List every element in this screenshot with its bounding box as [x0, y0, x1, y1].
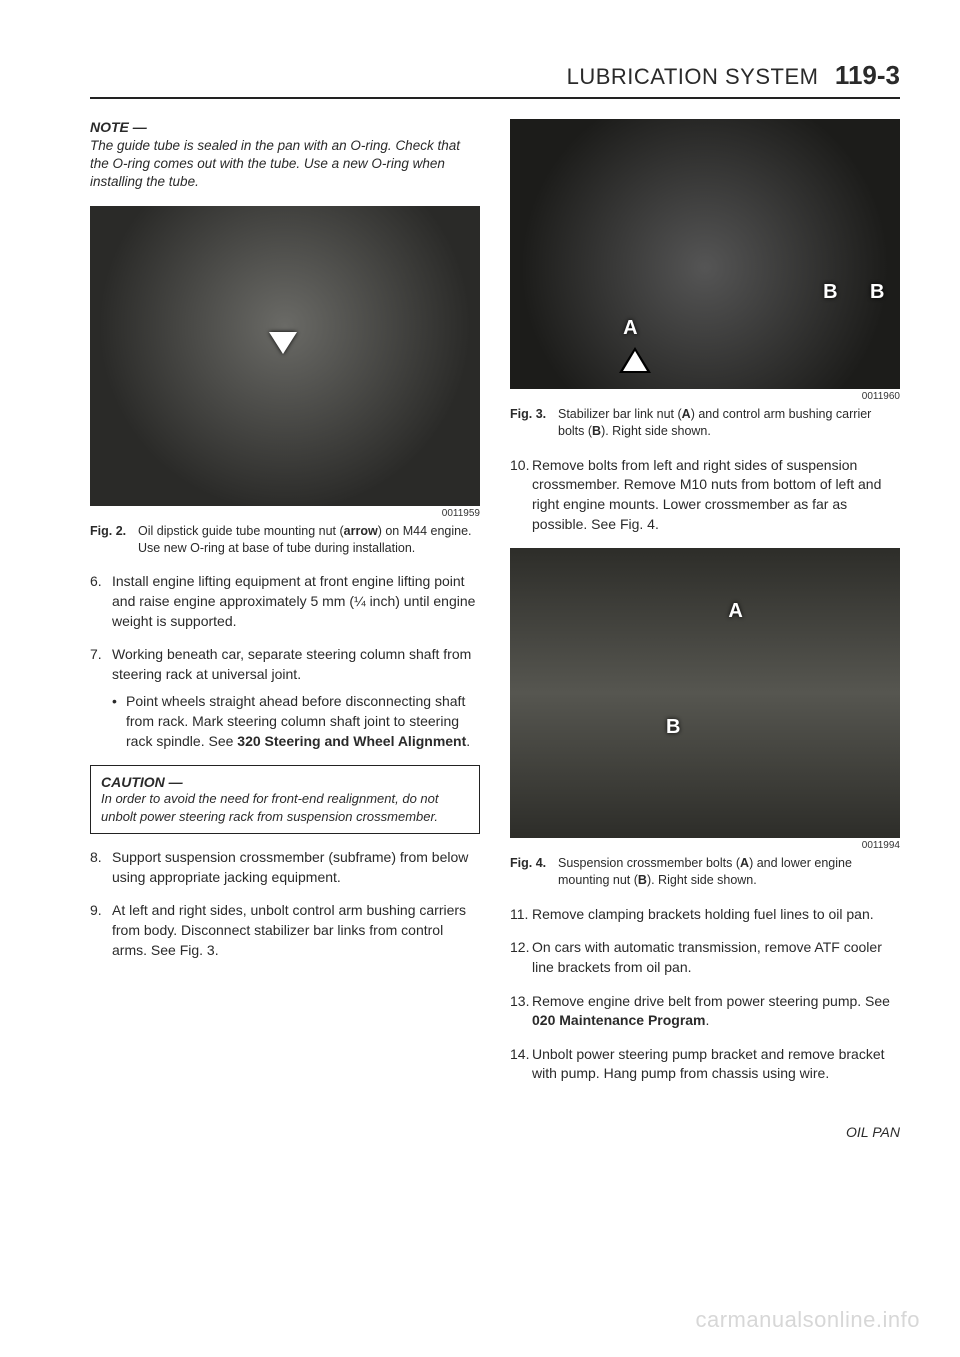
fig3-label-b2: B: [870, 281, 884, 304]
fig3-label-a: A: [623, 317, 637, 340]
fig4-label-a: A: [728, 600, 742, 623]
fig2-id: 0011959: [90, 508, 480, 519]
fig3-id: 0011960: [510, 391, 900, 402]
fig2-photo: [90, 206, 480, 506]
fig3-photo: A B B: [510, 119, 900, 389]
steps-6-7: 6. Install engine lifting equipment at f…: [90, 572, 480, 751]
caution-text: In order to avoid the need for front-end…: [101, 790, 469, 825]
caution-label: CAUTION —: [101, 774, 469, 790]
step-10-list: 10. Remove bolts from left and right sid…: [510, 456, 900, 534]
step-7: 7. Working beneath car, separate steerin…: [90, 645, 480, 751]
caution-box: CAUTION — In order to avoid the need for…: [90, 765, 480, 834]
fig2-caption: Fig. 2. Oil dipstick guide tube mounting…: [90, 523, 480, 557]
steps-8-9: 8. Support suspension crossmember (subfr…: [90, 848, 480, 960]
footer-section: OIL PAN: [510, 1124, 900, 1140]
note-label: NOTE —: [90, 119, 480, 135]
fig4-label: Fig. 4.: [510, 855, 558, 889]
step-11: 11. Remove clamping brackets holding fue…: [510, 905, 900, 925]
fig3-caption: Fig. 3. Stabilizer bar link nut (A) and …: [510, 406, 900, 440]
arrow-icon: [269, 332, 297, 354]
step-8: 8. Support suspension crossmember (subfr…: [90, 848, 480, 887]
note-block: NOTE — The guide tube is sealed in the p…: [90, 119, 480, 192]
left-column: NOTE — The guide tube is sealed in the p…: [90, 119, 480, 1140]
fig4-caption: Fig. 4. Suspension crossmember bolts (A)…: [510, 855, 900, 889]
right-column: A B B 0011960 Fig. 3. Stabilizer bar lin…: [510, 119, 900, 1140]
page-header: LUBRICATION SYSTEM 119-3: [90, 60, 900, 99]
fig3-text: Stabilizer bar link nut (A) and control …: [558, 406, 900, 440]
step-7-bullet: • Point wheels straight ahead before dis…: [112, 692, 480, 751]
steps-11-14: 11. Remove clamping brackets holding fue…: [510, 905, 900, 1084]
header-page: 119-3: [835, 60, 900, 90]
fig3-label-b1: B: [823, 281, 837, 304]
step-10: 10. Remove bolts from left and right sid…: [510, 456, 900, 534]
note-text: The guide tube is sealed in the pan with…: [90, 137, 480, 192]
fig4-text: Suspension crossmember bolts (A) and low…: [558, 855, 900, 889]
fig2-text: Oil dipstick guide tube mounting nut (ar…: [138, 523, 480, 557]
watermark: carmanualsonline.info: [695, 1307, 920, 1333]
fig2-label: Fig. 2.: [90, 523, 138, 557]
header-title: LUBRICATION SYSTEM: [567, 64, 819, 89]
step-9: 9. At left and right sides, unbolt contr…: [90, 901, 480, 960]
step-14: 14. Unbolt power steering pump bracket a…: [510, 1045, 900, 1084]
arrow-up-icon: [619, 347, 651, 373]
fig4-id: 0011994: [510, 840, 900, 851]
fig4-photo: A B: [510, 548, 900, 838]
step-6: 6. Install engine lifting equipment at f…: [90, 572, 480, 631]
fig4-label-b: B: [666, 716, 680, 739]
fig3-label: Fig. 3.: [510, 406, 558, 440]
step-13: 13. Remove engine drive belt from power …: [510, 992, 900, 1031]
step-12: 12. On cars with automatic transmission,…: [510, 938, 900, 977]
